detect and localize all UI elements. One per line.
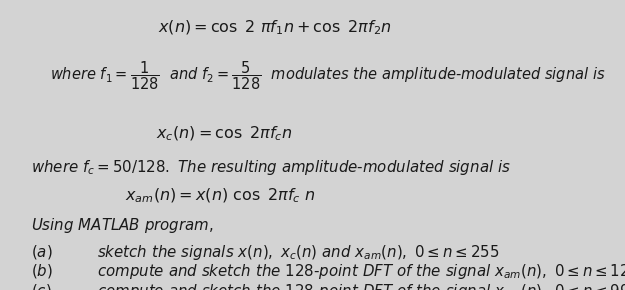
Text: $where\ f_c=50/128.\ The\ resulting\ amplitude\text{-}modulated\ signal\ is$: $where\ f_c=50/128.\ The\ resulting\ amp…	[31, 158, 511, 177]
Text: $compute\ and\ sketch\ the\ 128\text{-}point\ DFT\ of\ the\ signal\ x_{am}(n),\ : $compute\ and\ sketch\ the\ 128\text{-}p…	[97, 262, 625, 282]
Text: $x_c(n)=\cos\ 2\pi f_c n$: $x_c(n)=\cos\ 2\pi f_c n$	[156, 125, 293, 143]
Text: $sketch\ the\ signals\ x(n),\ x_c(n)\ and\ x_{am}(n),\ 0 \leq n \leq 255$: $sketch\ the\ signals\ x(n),\ x_c(n)\ an…	[97, 243, 499, 262]
Text: $Using\ MATLAB\ program,$: $Using\ MATLAB\ program,$	[31, 216, 214, 235]
Text: $where\ f_1 = \dfrac{1}{128}\ \ and\ f_2 = \dfrac{5}{128}\ \ modulates\ the\ amp: $where\ f_1 = \dfrac{1}{128}\ \ and\ f_2…	[50, 59, 606, 92]
Text: $x_{am}(n)=x(n)\ \cos\ 2\pi f_c\ n$: $x_{am}(n)=x(n)\ \cos\ 2\pi f_c\ n$	[125, 187, 316, 205]
Text: $x(n)=\cos\ 2\ \pi f_1 n + \cos\ 2\pi f_2 n$: $x(n)=\cos\ 2\ \pi f_1 n + \cos\ 2\pi f_…	[158, 19, 392, 37]
Text: $(c)$: $(c)$	[31, 282, 52, 290]
Text: $compute\ and\ sketch\ the\ 128\text{-}point\ DFT\ of\ the\ signal\ x_{am}(n),\ : $compute\ and\ sketch\ the\ 128\text{-}p…	[97, 282, 625, 290]
Text: $(b)$: $(b)$	[31, 262, 53, 280]
Text: $(a)$: $(a)$	[31, 243, 53, 261]
